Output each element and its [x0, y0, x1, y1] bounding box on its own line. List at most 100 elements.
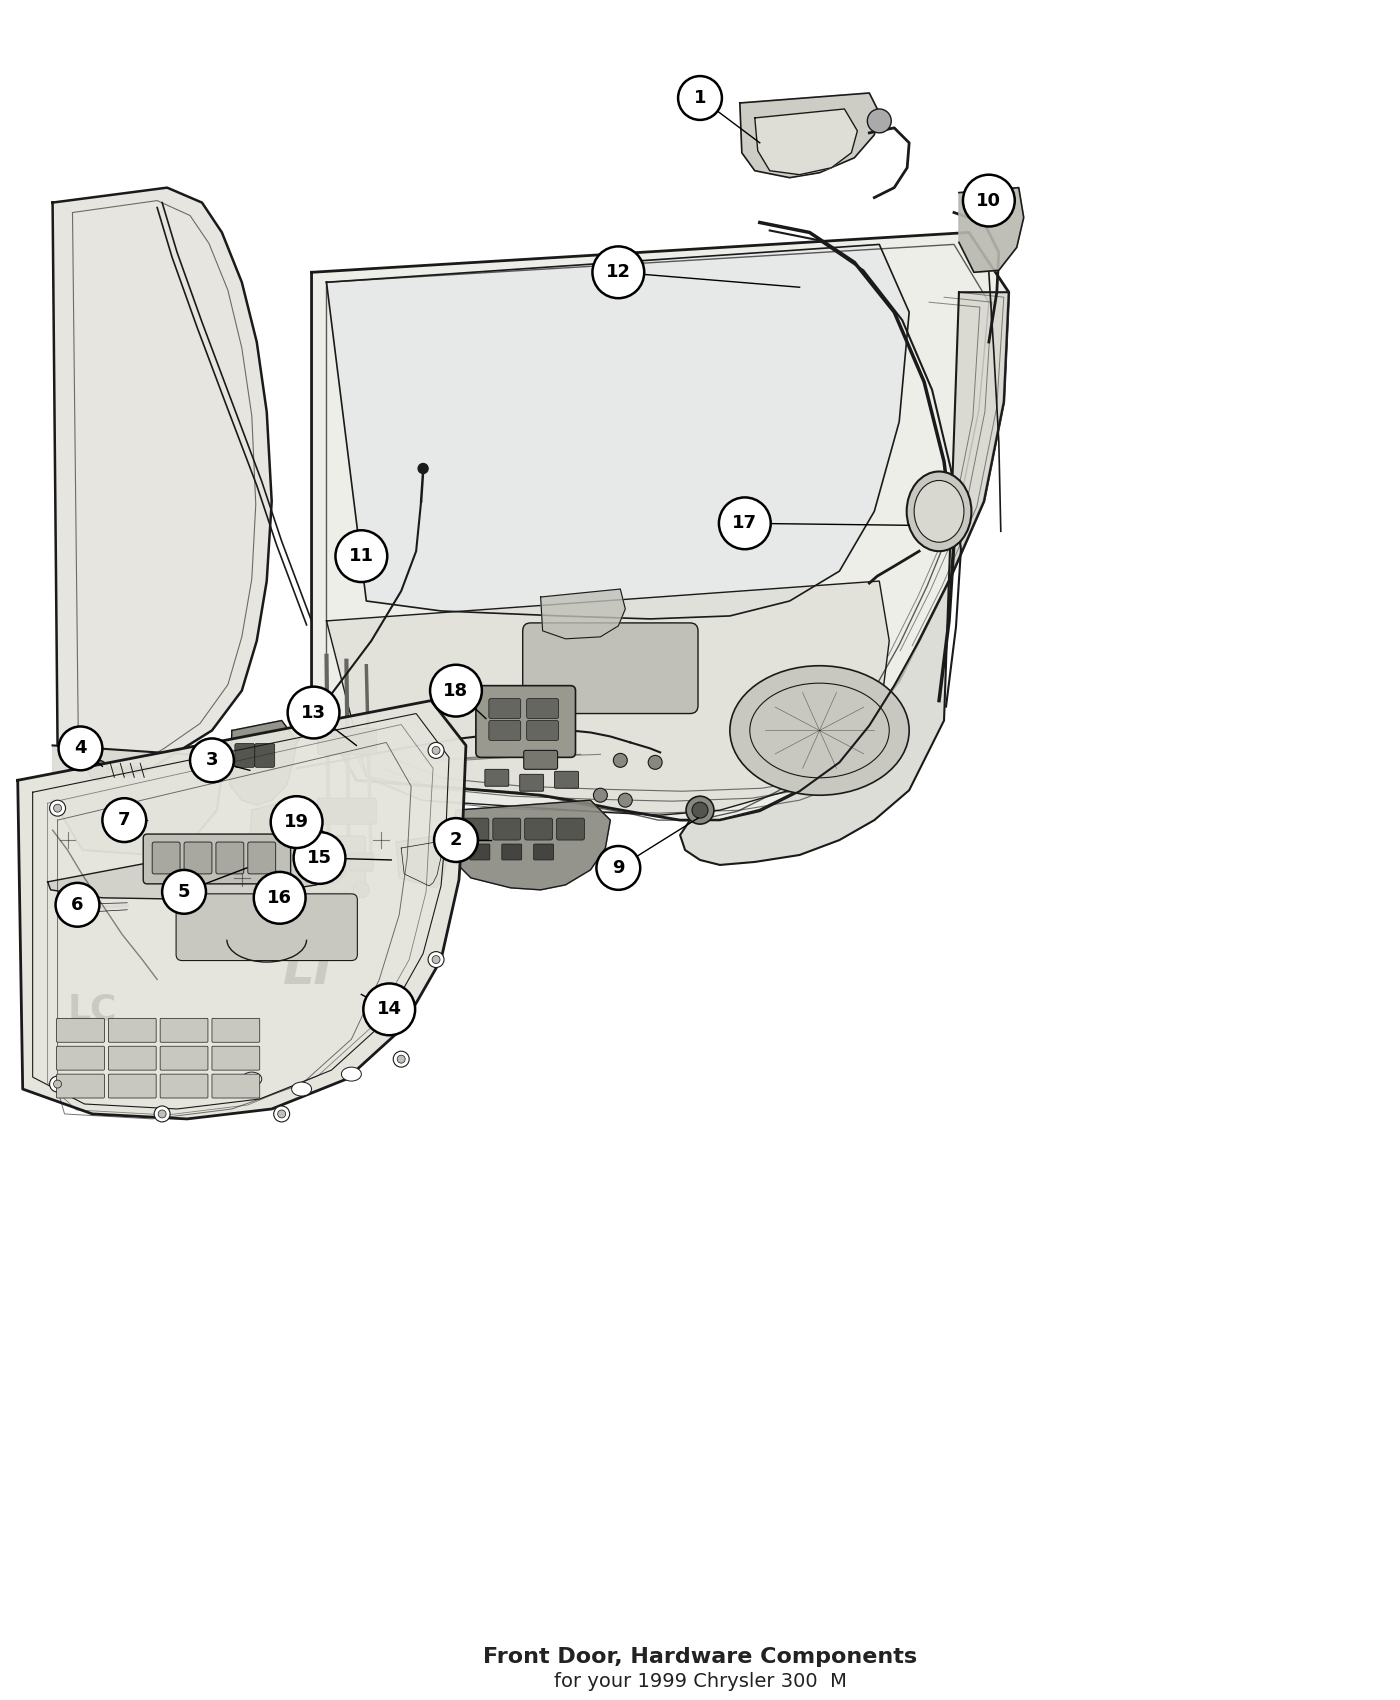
- Circle shape: [88, 760, 108, 780]
- FancyBboxPatch shape: [183, 842, 211, 874]
- Circle shape: [287, 687, 339, 738]
- Circle shape: [190, 738, 234, 782]
- Text: 13: 13: [301, 704, 326, 721]
- Circle shape: [336, 530, 388, 581]
- Circle shape: [56, 882, 99, 927]
- Circle shape: [393, 1051, 409, 1068]
- Circle shape: [594, 789, 608, 802]
- Polygon shape: [220, 835, 297, 911]
- FancyBboxPatch shape: [318, 799, 377, 824]
- FancyBboxPatch shape: [216, 842, 244, 874]
- Text: 6: 6: [71, 896, 84, 915]
- Circle shape: [428, 952, 444, 967]
- FancyBboxPatch shape: [231, 862, 277, 898]
- Circle shape: [963, 175, 1015, 226]
- Text: 9: 9: [612, 858, 624, 877]
- Circle shape: [273, 1107, 290, 1122]
- Polygon shape: [680, 292, 1009, 865]
- Circle shape: [154, 1107, 171, 1122]
- Circle shape: [353, 882, 370, 898]
- Ellipse shape: [729, 666, 909, 796]
- Circle shape: [364, 984, 416, 1035]
- Text: 4: 4: [74, 740, 87, 758]
- Text: 15: 15: [307, 848, 332, 867]
- FancyBboxPatch shape: [248, 842, 276, 874]
- Text: 11: 11: [349, 547, 374, 564]
- Circle shape: [253, 872, 305, 923]
- FancyBboxPatch shape: [461, 818, 489, 840]
- FancyBboxPatch shape: [211, 1046, 260, 1069]
- Circle shape: [434, 818, 477, 862]
- FancyBboxPatch shape: [470, 843, 490, 860]
- FancyBboxPatch shape: [211, 1018, 260, 1042]
- FancyBboxPatch shape: [526, 699, 559, 719]
- Text: 2: 2: [449, 831, 462, 848]
- FancyBboxPatch shape: [56, 1074, 105, 1098]
- Circle shape: [613, 753, 627, 767]
- Circle shape: [433, 746, 440, 755]
- FancyBboxPatch shape: [293, 836, 365, 896]
- Circle shape: [686, 796, 714, 824]
- Polygon shape: [540, 588, 626, 639]
- FancyBboxPatch shape: [108, 1074, 157, 1098]
- FancyBboxPatch shape: [533, 843, 553, 860]
- FancyBboxPatch shape: [525, 818, 553, 840]
- FancyBboxPatch shape: [484, 770, 508, 787]
- Ellipse shape: [242, 1073, 262, 1086]
- Polygon shape: [48, 830, 342, 899]
- Circle shape: [596, 847, 640, 889]
- FancyBboxPatch shape: [160, 1074, 209, 1098]
- Circle shape: [720, 498, 771, 549]
- FancyBboxPatch shape: [318, 729, 377, 755]
- Circle shape: [53, 804, 62, 813]
- Circle shape: [868, 109, 892, 133]
- Text: 14: 14: [377, 1000, 402, 1018]
- Text: 12: 12: [606, 264, 631, 280]
- Ellipse shape: [291, 1083, 312, 1096]
- Polygon shape: [249, 801, 304, 865]
- Circle shape: [428, 743, 444, 758]
- FancyBboxPatch shape: [522, 622, 699, 714]
- FancyBboxPatch shape: [176, 894, 357, 960]
- FancyBboxPatch shape: [557, 818, 584, 840]
- FancyBboxPatch shape: [143, 835, 291, 884]
- FancyBboxPatch shape: [235, 743, 255, 767]
- Circle shape: [102, 799, 146, 842]
- FancyBboxPatch shape: [524, 750, 557, 770]
- Text: LC: LC: [67, 993, 118, 1027]
- Polygon shape: [739, 94, 879, 178]
- Polygon shape: [396, 835, 449, 887]
- Circle shape: [692, 802, 708, 818]
- Circle shape: [59, 726, 102, 770]
- Circle shape: [648, 755, 662, 770]
- FancyBboxPatch shape: [108, 1018, 157, 1042]
- FancyBboxPatch shape: [160, 1046, 209, 1069]
- Text: LT: LT: [283, 945, 340, 993]
- FancyBboxPatch shape: [489, 721, 521, 741]
- FancyBboxPatch shape: [350, 853, 374, 870]
- Ellipse shape: [914, 481, 965, 542]
- Polygon shape: [755, 109, 857, 175]
- Text: 17: 17: [732, 515, 757, 532]
- Circle shape: [288, 887, 307, 904]
- Polygon shape: [326, 581, 889, 814]
- FancyBboxPatch shape: [501, 843, 522, 860]
- Circle shape: [433, 955, 440, 964]
- FancyBboxPatch shape: [211, 1074, 260, 1098]
- Polygon shape: [53, 745, 223, 855]
- Circle shape: [430, 665, 482, 716]
- Circle shape: [398, 1056, 405, 1062]
- Circle shape: [270, 796, 322, 848]
- Text: Front Door, Hardware Components: Front Door, Hardware Components: [483, 1647, 917, 1666]
- Text: for your 1999 Chrysler 300  M: for your 1999 Chrysler 300 M: [553, 1673, 847, 1692]
- Polygon shape: [959, 187, 1023, 272]
- Circle shape: [277, 1110, 286, 1119]
- FancyBboxPatch shape: [493, 818, 521, 840]
- FancyBboxPatch shape: [56, 1046, 105, 1069]
- FancyBboxPatch shape: [526, 721, 559, 741]
- Text: 3: 3: [206, 751, 218, 770]
- FancyBboxPatch shape: [489, 699, 521, 719]
- Circle shape: [619, 794, 633, 808]
- FancyBboxPatch shape: [56, 1018, 105, 1042]
- FancyBboxPatch shape: [153, 842, 181, 874]
